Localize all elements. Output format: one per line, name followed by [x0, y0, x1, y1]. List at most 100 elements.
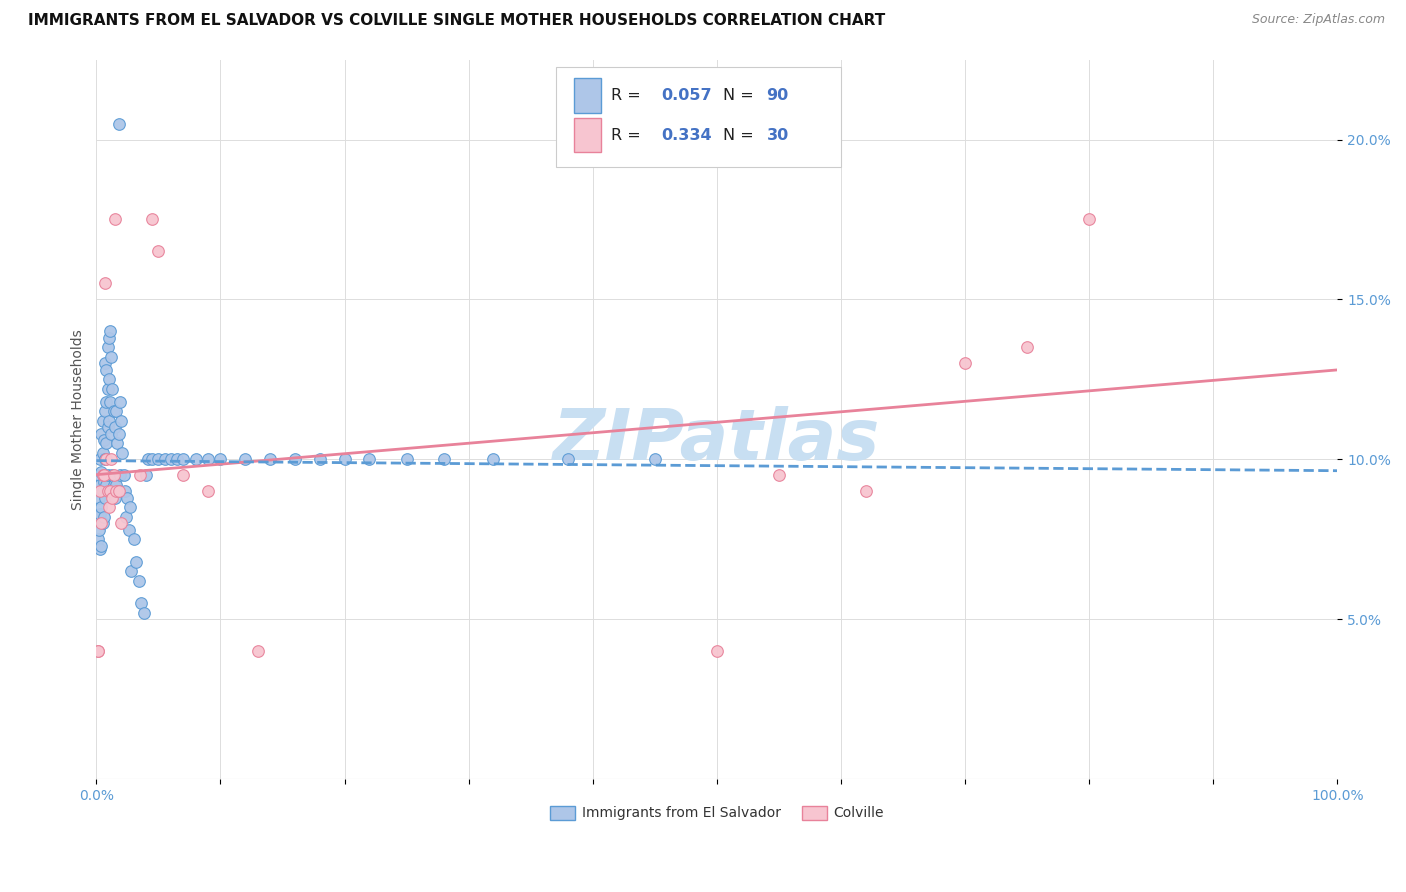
Point — [96, 340, 118, 354]
Point — [557, 452, 579, 467]
Point — [482, 452, 505, 467]
Point — [246, 644, 269, 658]
Point — [110, 414, 132, 428]
Point — [114, 484, 136, 499]
FancyBboxPatch shape — [574, 78, 602, 112]
Point — [96, 452, 118, 467]
Point — [141, 212, 163, 227]
Point — [197, 484, 219, 499]
Point — [93, 509, 115, 524]
Point — [209, 452, 232, 467]
Point — [91, 414, 114, 428]
Point — [93, 433, 115, 447]
Point — [97, 500, 120, 515]
Point — [706, 644, 728, 658]
Point — [86, 644, 108, 658]
Point — [115, 509, 138, 524]
Point — [107, 436, 129, 450]
Point — [110, 516, 132, 530]
Point — [94, 277, 117, 291]
Point — [89, 541, 111, 556]
Point — [101, 491, 124, 505]
Point — [100, 350, 122, 364]
Text: 0.334: 0.334 — [661, 128, 711, 143]
Point — [91, 516, 114, 530]
Point — [184, 452, 207, 467]
Text: Source: ZipAtlas.com: Source: ZipAtlas.com — [1251, 13, 1385, 27]
Text: N =: N = — [723, 88, 759, 103]
Point — [101, 468, 124, 483]
Point — [1017, 340, 1039, 354]
Point — [96, 394, 118, 409]
Point — [172, 452, 194, 467]
Text: IMMIGRANTS FROM EL SALVADOR VS COLVILLE SINGLE MOTHER HOUSEHOLDS CORRELATION CHA: IMMIGRANTS FROM EL SALVADOR VS COLVILLE … — [28, 13, 886, 29]
Point — [359, 452, 381, 467]
Point — [768, 468, 790, 483]
Point — [96, 477, 118, 491]
Point — [91, 468, 114, 483]
Point — [93, 475, 115, 489]
Point — [93, 468, 115, 483]
Point — [100, 426, 122, 441]
Point — [90, 516, 112, 530]
Point — [103, 477, 125, 491]
Point — [97, 414, 120, 428]
Point — [132, 606, 155, 620]
Point — [89, 484, 111, 499]
FancyBboxPatch shape — [555, 67, 841, 168]
Point — [128, 574, 150, 588]
Point — [105, 484, 128, 499]
Point — [284, 452, 307, 467]
Text: 90: 90 — [766, 88, 789, 103]
Point — [197, 452, 219, 467]
Point — [105, 404, 128, 418]
Point — [98, 324, 121, 338]
Point — [105, 477, 128, 491]
Point — [98, 484, 121, 499]
Point — [96, 436, 118, 450]
Point — [104, 491, 127, 505]
Point — [135, 468, 157, 483]
Point — [87, 523, 110, 537]
Point — [117, 523, 139, 537]
Point — [86, 509, 108, 524]
Point — [89, 507, 111, 521]
Point — [87, 468, 110, 483]
Point — [94, 491, 117, 505]
Point — [644, 452, 666, 467]
Point — [107, 116, 129, 130]
Point — [100, 452, 122, 467]
Point — [308, 452, 330, 467]
Point — [103, 468, 125, 483]
Point — [94, 452, 117, 467]
Point — [112, 468, 135, 483]
Point — [172, 468, 194, 483]
Point — [259, 452, 281, 467]
Point — [138, 452, 160, 467]
Point — [395, 452, 418, 467]
Point — [96, 420, 118, 434]
Point — [97, 372, 120, 386]
Point — [86, 532, 108, 546]
Point — [125, 555, 148, 569]
Legend: Immigrants from El Salvador, Colville: Immigrants from El Salvador, Colville — [544, 800, 890, 826]
Point — [98, 394, 121, 409]
Y-axis label: Single Mother Households: Single Mother Households — [72, 329, 86, 509]
Point — [129, 596, 152, 610]
Text: 0.057: 0.057 — [661, 88, 711, 103]
Point — [117, 491, 139, 505]
Point — [101, 382, 124, 396]
Point — [122, 532, 145, 546]
Point — [128, 468, 150, 483]
Point — [96, 484, 118, 499]
Point — [90, 539, 112, 553]
Point — [104, 420, 127, 434]
Text: ZIPatlas: ZIPatlas — [553, 407, 880, 475]
Text: R =: R = — [612, 128, 647, 143]
Point — [333, 452, 356, 467]
Point — [86, 644, 108, 658]
Point — [90, 426, 112, 441]
Point — [108, 468, 131, 483]
Point — [96, 382, 118, 396]
Point — [159, 452, 181, 467]
